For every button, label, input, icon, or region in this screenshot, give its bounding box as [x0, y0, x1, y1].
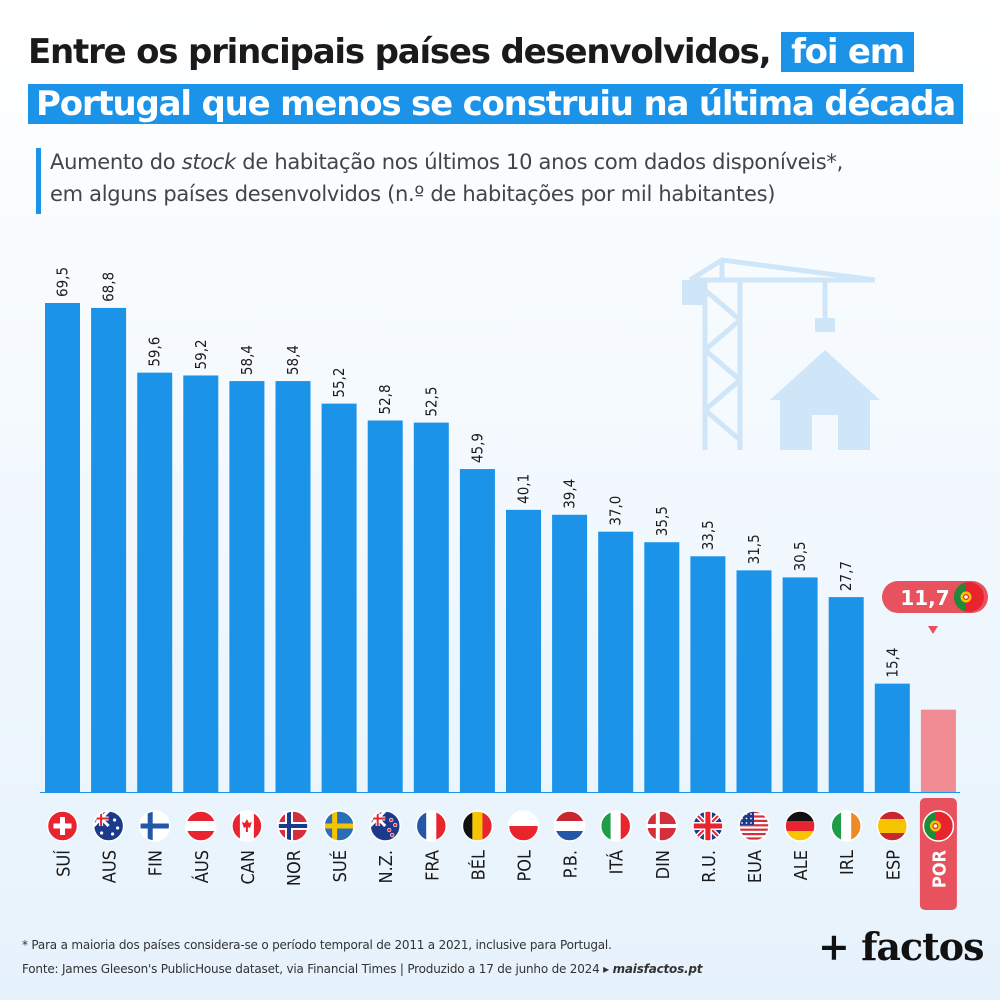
category-label: POL [515, 850, 536, 882]
category-label: NOR [284, 850, 305, 886]
belgium-flag-icon [462, 811, 493, 841]
chart-title-line-2: Portugal que menos se construiu na últim… [28, 80, 963, 128]
category-label: FRA [422, 850, 443, 881]
switzerland-flag-icon [47, 811, 78, 841]
value-label: 31,5 [745, 534, 763, 564]
value-label: 30,5 [791, 541, 809, 571]
category-label: ALE [791, 850, 812, 880]
bar-esp [874, 683, 910, 792]
category-label: ESP [883, 850, 904, 881]
bar-din [644, 542, 680, 792]
title-prefix: Entre os principais países desenvolvidos… [28, 32, 772, 72]
bar-suí [45, 303, 80, 792]
category-label: ÁUS [191, 850, 213, 883]
value-label: 52,8 [376, 384, 394, 414]
bar-por [920, 709, 956, 792]
subtitle-accent-bar [36, 148, 41, 214]
portugal-flag-icon [923, 811, 954, 841]
canada-flag-icon [231, 811, 262, 841]
value-label: 58,4 [238, 345, 256, 375]
bar-can [229, 381, 265, 792]
value-label: 33,5 [699, 520, 717, 550]
germany-flag-icon [785, 811, 816, 841]
subtitle-line-2: em alguns países desenvolvidos (n.º de h… [50, 182, 776, 206]
category-label: IRL [837, 850, 858, 875]
norway-flag-icon [278, 811, 308, 841]
bar-nz [367, 420, 403, 792]
value-label: 40,1 [515, 474, 533, 504]
chart-subtitle: Aumento do stock de habitação nos último… [50, 146, 980, 210]
subtitle-part-1: Aumento do [50, 150, 182, 174]
value-label: 68,8 [100, 272, 118, 302]
denmark-flag-icon [646, 811, 677, 841]
united-kingdom-flag-icon [692, 811, 723, 841]
chart-title-line-1: Entre os principais países desenvolvidos… [28, 28, 914, 76]
source-line: Fonte: James Gleeson's PublicHouse datas… [22, 962, 703, 976]
finland-flag-icon [139, 811, 170, 841]
bar-sué [321, 403, 357, 792]
category-label: P.B. [561, 850, 582, 878]
category-label: N.Z. [376, 850, 397, 884]
ireland-flag-icon [831, 811, 862, 841]
footnote: * Para a maioria dos países considera-se… [22, 938, 612, 952]
category-label: FIN [146, 850, 167, 876]
category-label: BÉL [467, 850, 489, 880]
source-text: Fonte: James Gleeson's PublicHouse datas… [22, 962, 613, 976]
category-label: CAN [238, 850, 259, 885]
sweden-flag-icon [324, 811, 355, 841]
value-label: 15,4 [883, 648, 901, 678]
bar-nor [275, 381, 311, 792]
title-highlight-2: Portugal que menos se construiu na últim… [28, 84, 963, 124]
bar-aus [91, 307, 127, 792]
bar-áus [183, 375, 219, 792]
italy-flag-icon [600, 811, 631, 841]
bar-itá [598, 531, 634, 792]
value-label: 69,5 [54, 267, 72, 297]
value-label: 52,5 [422, 387, 440, 417]
portugal-flag-icon [954, 582, 984, 612]
france-flag-icon [416, 811, 447, 841]
bar-ale [782, 577, 818, 792]
category-label: AUS [100, 850, 121, 883]
title-highlight-1: foi em [781, 32, 914, 72]
bar-pol [506, 509, 541, 792]
new-zealand-flag-icon [370, 811, 401, 841]
source-site: maisfactos.pt [612, 962, 703, 976]
category-label: DIN [653, 850, 674, 879]
category-label: SUÉ [329, 850, 351, 882]
pointer-arrow [928, 626, 938, 634]
value-label: 11,7 [900, 586, 949, 610]
crane-house-icon [682, 257, 880, 450]
bar-fra [413, 422, 449, 792]
category-label: POR [929, 849, 950, 888]
value-label: 58,4 [284, 345, 302, 375]
poland-flag-icon [508, 811, 539, 841]
value-label: 59,2 [192, 339, 210, 369]
value-label: 39,4 [561, 479, 579, 509]
bar-pb [552, 514, 588, 792]
factos-logo: + factos [818, 924, 984, 969]
bar-fin [137, 372, 173, 792]
spain-flag-icon [877, 811, 908, 841]
value-label: 27,7 [837, 561, 855, 591]
value-label: 37,0 [607, 496, 625, 526]
subtitle-italic: stock [181, 150, 237, 174]
value-label: 59,6 [146, 337, 164, 367]
bar-irl [828, 597, 864, 792]
bar-bél [459, 469, 495, 792]
value-label: 45,9 [468, 433, 486, 463]
bar-eua [736, 570, 772, 792]
category-label: SUÍ [53, 850, 75, 877]
value-label: 55,2 [330, 368, 348, 398]
value-label: 35,5 [653, 506, 671, 536]
category-label: EUA [745, 850, 766, 883]
bar-ru [690, 556, 726, 792]
category-label: R.U. [699, 850, 720, 883]
subtitle-part-2: de habitação nos últimos 10 anos com dad… [235, 150, 843, 174]
netherlands-flag-icon [554, 811, 585, 841]
category-label: ITÁ [606, 850, 628, 874]
austria-flag-icon [185, 811, 216, 841]
